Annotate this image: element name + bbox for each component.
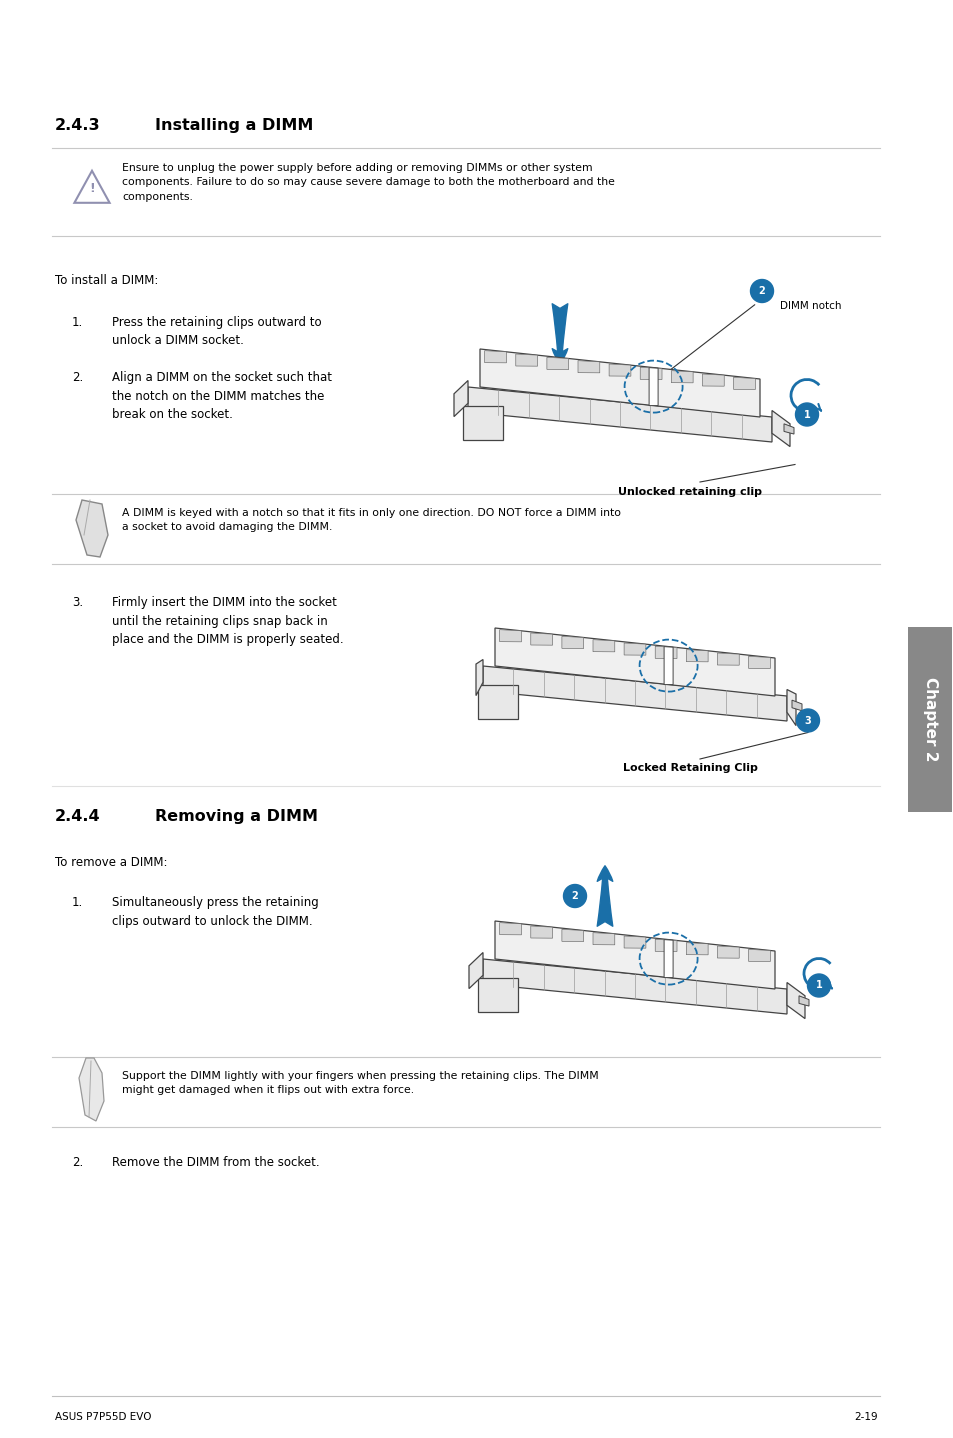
- Polygon shape: [499, 630, 521, 641]
- FancyBboxPatch shape: [907, 627, 951, 811]
- Polygon shape: [462, 406, 502, 440]
- Polygon shape: [495, 920, 774, 989]
- Polygon shape: [578, 361, 599, 372]
- Text: 1.: 1.: [71, 896, 83, 909]
- Polygon shape: [468, 387, 771, 441]
- Text: Unlocked retaining clip: Unlocked retaining clip: [618, 487, 761, 498]
- Polygon shape: [593, 933, 614, 945]
- Polygon shape: [717, 653, 739, 666]
- Polygon shape: [530, 926, 552, 938]
- Polygon shape: [655, 939, 677, 952]
- Circle shape: [796, 709, 819, 732]
- Polygon shape: [748, 656, 769, 669]
- Circle shape: [806, 974, 830, 997]
- Text: 1: 1: [815, 981, 821, 991]
- Text: Support the DIMM lightly with your fingers when pressing the retaining clips. Th: Support the DIMM lightly with your finge…: [122, 1071, 598, 1096]
- Polygon shape: [593, 640, 614, 651]
- Polygon shape: [476, 660, 482, 696]
- Polygon shape: [685, 943, 707, 955]
- Polygon shape: [786, 982, 804, 1018]
- Polygon shape: [495, 628, 774, 696]
- Polygon shape: [663, 939, 673, 978]
- Polygon shape: [685, 650, 707, 661]
- Text: Align a DIMM on the socket such that
the notch on the DIMM matches the
break on : Align a DIMM on the socket such that the…: [112, 371, 332, 421]
- Text: 3.: 3.: [71, 595, 83, 610]
- Text: ASUS P7P55D EVO: ASUS P7P55D EVO: [55, 1412, 152, 1422]
- Text: 2-19: 2-19: [854, 1412, 877, 1422]
- Polygon shape: [733, 377, 755, 390]
- Text: Firmly insert the DIMM into the socket
until the retaining clips snap back in
pl: Firmly insert the DIMM into the socket u…: [112, 595, 343, 646]
- Polygon shape: [623, 936, 645, 948]
- Text: A DIMM is keyed with a notch so that it fits in only one direction. DO NOT force: A DIMM is keyed with a notch so that it …: [122, 508, 620, 532]
- Text: 2: 2: [758, 286, 764, 296]
- Polygon shape: [516, 354, 537, 367]
- Polygon shape: [561, 637, 583, 649]
- Polygon shape: [477, 978, 517, 1012]
- Circle shape: [750, 279, 773, 302]
- Polygon shape: [771, 410, 789, 447]
- Polygon shape: [469, 952, 482, 988]
- Polygon shape: [561, 929, 583, 942]
- Polygon shape: [791, 700, 801, 710]
- Polygon shape: [76, 500, 108, 557]
- Polygon shape: [499, 923, 521, 935]
- Text: 1: 1: [802, 410, 809, 420]
- Text: 2: 2: [571, 892, 578, 902]
- Text: Remove the DIMM from the socket.: Remove the DIMM from the socket.: [112, 1156, 319, 1169]
- Polygon shape: [482, 666, 786, 720]
- Polygon shape: [623, 643, 645, 656]
- Text: Removing a DIMM: Removing a DIMM: [154, 810, 317, 824]
- Polygon shape: [639, 367, 661, 380]
- Text: 2.4.3: 2.4.3: [55, 118, 100, 132]
- Text: To remove a DIMM:: To remove a DIMM:: [55, 856, 168, 869]
- Polygon shape: [799, 995, 808, 1007]
- Polygon shape: [477, 684, 517, 719]
- Polygon shape: [484, 351, 506, 362]
- Text: Locked Retaining Clip: Locked Retaining Clip: [622, 764, 757, 774]
- Polygon shape: [530, 633, 552, 646]
- Polygon shape: [783, 424, 793, 434]
- Polygon shape: [648, 368, 658, 406]
- Text: To install a DIMM:: To install a DIMM:: [55, 275, 158, 288]
- Text: 2.4.4: 2.4.4: [55, 810, 100, 824]
- Polygon shape: [748, 949, 769, 962]
- Text: Ensure to unplug the power supply before adding or removing DIMMs or other syste: Ensure to unplug the power supply before…: [122, 162, 615, 201]
- Text: DIMM notch: DIMM notch: [780, 301, 841, 311]
- Polygon shape: [717, 946, 739, 958]
- Polygon shape: [701, 374, 723, 387]
- Text: Chapter 2: Chapter 2: [922, 677, 937, 761]
- Circle shape: [563, 884, 586, 907]
- Text: Press the retaining clips outward to
unlock a DIMM socket.: Press the retaining clips outward to unl…: [112, 316, 321, 348]
- Text: 2.: 2.: [71, 1156, 83, 1169]
- Text: 2.: 2.: [71, 371, 83, 384]
- Text: Installing a DIMM: Installing a DIMM: [154, 118, 313, 132]
- Polygon shape: [454, 381, 468, 417]
- Circle shape: [795, 403, 818, 426]
- Polygon shape: [546, 357, 568, 370]
- Text: 1.: 1.: [71, 316, 83, 329]
- Polygon shape: [79, 1058, 104, 1122]
- Polygon shape: [482, 959, 786, 1014]
- Text: 3: 3: [803, 716, 810, 726]
- Polygon shape: [786, 689, 795, 726]
- Text: !: !: [89, 181, 94, 194]
- Polygon shape: [608, 364, 630, 377]
- Text: Simultaneously press the retaining
clips outward to unlock the DIMM.: Simultaneously press the retaining clips…: [112, 896, 318, 928]
- Polygon shape: [479, 349, 760, 417]
- Polygon shape: [671, 371, 693, 383]
- Polygon shape: [655, 646, 677, 659]
- Polygon shape: [663, 647, 673, 684]
